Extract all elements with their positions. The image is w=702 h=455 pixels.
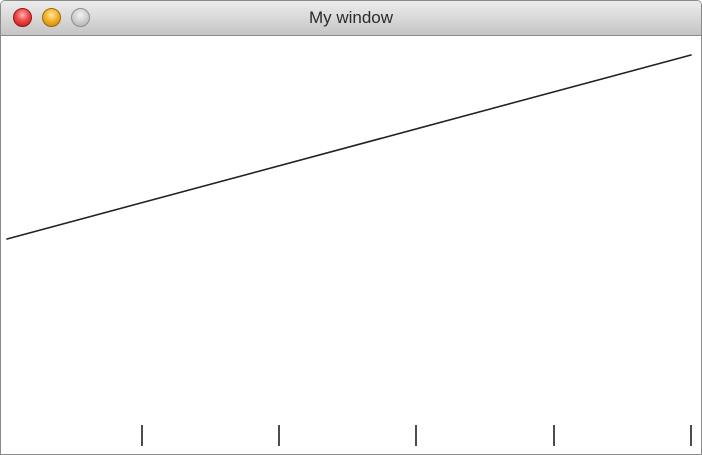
diagonal-line xyxy=(6,54,692,240)
title-bar[interactable]: My window xyxy=(1,1,701,36)
tick-marks xyxy=(141,425,692,446)
window-title: My window xyxy=(308,8,394,27)
close-button[interactable] xyxy=(13,8,32,27)
minimize-button[interactable] xyxy=(42,8,61,27)
drawing-canvas xyxy=(6,54,692,446)
window-content xyxy=(1,36,701,454)
zoom-button[interactable] xyxy=(71,8,90,27)
